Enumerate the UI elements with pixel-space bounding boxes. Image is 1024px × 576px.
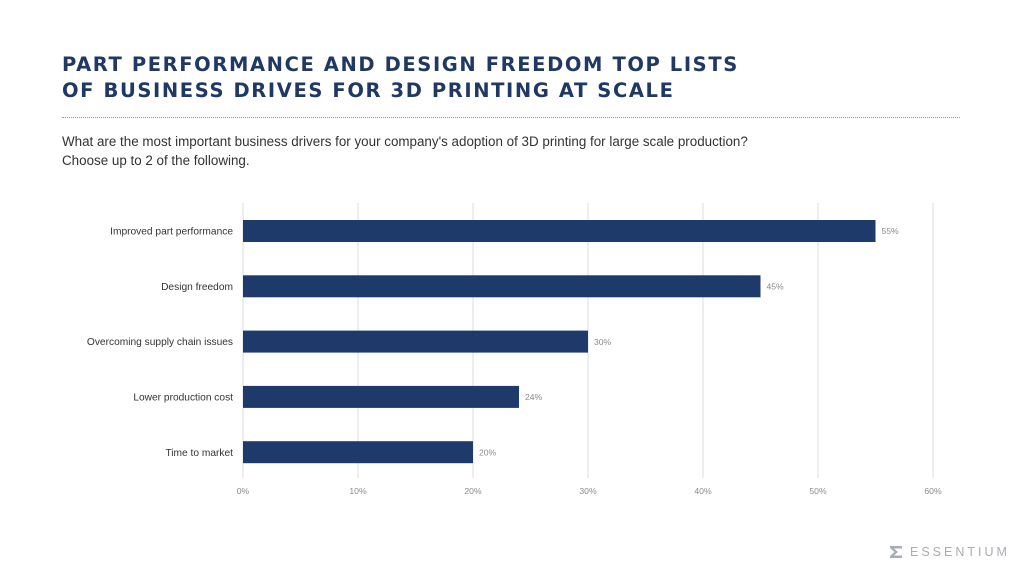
bars [243, 220, 876, 464]
chart-title: PART PERFORMANCE AND DESIGN FREEDOM TOP … [62, 52, 739, 104]
bar [243, 441, 473, 464]
category-label: Time to market [165, 448, 233, 459]
value-label: 45% [767, 282, 785, 292]
title-line-2: OF BUSINESS DRIVES FOR 3D PRINTING AT SC… [62, 79, 675, 102]
essentium-logo: ESSENTIUM [888, 544, 1010, 560]
title-line-1: PART PERFORMANCE AND DESIGN FREEDOM TOP … [62, 53, 739, 76]
subtitle-line-2: Choose up to 2 of the following. [62, 153, 250, 168]
bar [243, 220, 876, 242]
x-tick-label: 20% [464, 486, 482, 496]
category-label: Overcoming supply chain issues [87, 337, 233, 348]
x-tick-label: 60% [924, 486, 942, 496]
x-tick-label: 50% [809, 486, 827, 496]
x-tick-label: 10% [349, 486, 367, 496]
bar [243, 385, 519, 408]
value-label: 24% [525, 392, 543, 402]
x-tick-label: 30% [579, 486, 597, 496]
category-label: Improved part performance [110, 227, 233, 238]
labels: 0% 10% 20% 30% 40% 50% 60% Improved part perfor… [87, 226, 942, 496]
value-label: 30% [594, 337, 612, 347]
bar [243, 275, 761, 298]
subtitle-line-1: What are the most important business dri… [62, 134, 748, 149]
dotted-divider [62, 117, 960, 118]
value-label: 20% [479, 447, 497, 457]
sigma-icon [890, 546, 902, 558]
logo-text: ESSENTIUM [910, 545, 1010, 559]
x-tick-label: 40% [694, 486, 712, 496]
x-tick-label: 0% [237, 486, 250, 496]
chart-subtitle: What are the most important business dri… [62, 132, 962, 170]
value-label: 55% [882, 226, 900, 236]
bar [243, 330, 588, 353]
category-label: Design freedom [161, 282, 233, 293]
category-label: Lower production cost [133, 393, 233, 404]
